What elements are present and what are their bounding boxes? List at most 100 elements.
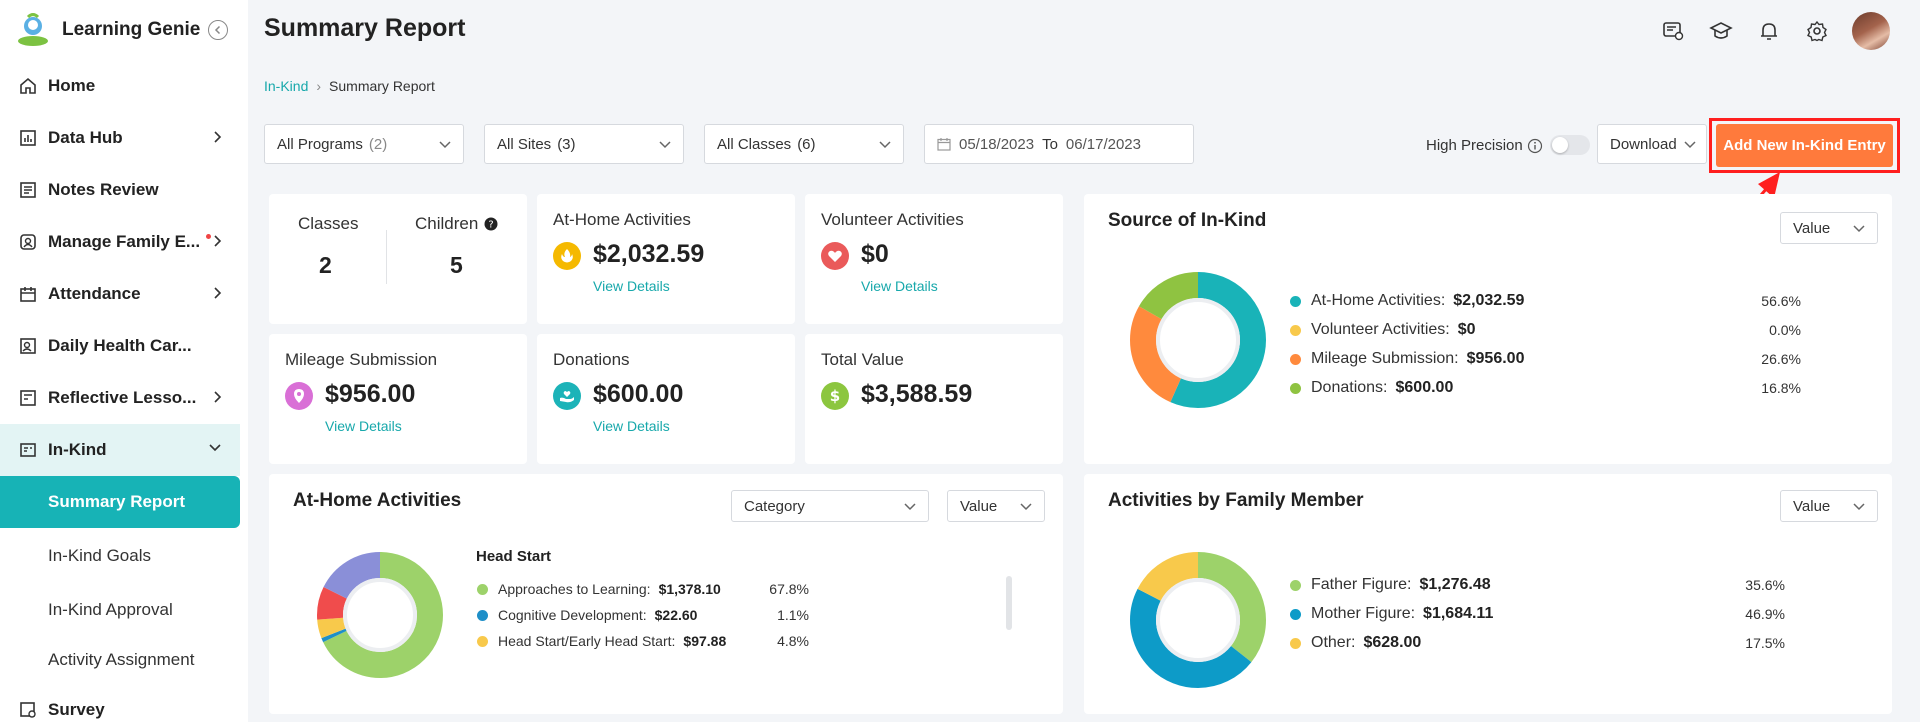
health-icon — [18, 336, 38, 356]
chevron-right-icon — [214, 235, 222, 247]
sidebar-subitem-in-kind-goals[interactable]: In-Kind Goals — [0, 530, 240, 582]
legend-percent: 67.8% — [769, 581, 809, 597]
sidebar: Learning Genie Home Data Hub Notes R — [0, 0, 248, 722]
legend-item[interactable]: Head Start/Early Head Start: $97.88 — [477, 630, 726, 652]
user-avatar[interactable] — [1852, 12, 1890, 50]
breadcrumb-separator: › — [316, 78, 322, 94]
source-value-select[interactable]: Value — [1780, 212, 1878, 244]
download-dropdown[interactable]: Download — [1597, 124, 1707, 164]
athome-donut-chart — [317, 552, 443, 678]
sidebar-item-label: Daily Health Car... — [48, 336, 192, 355]
programs-select-label: All Programs — [277, 135, 363, 153]
chevron-right-icon — [214, 287, 222, 299]
svg-text:$: $ — [830, 387, 840, 405]
donations-stat-card: Donations $600.00 View Details — [537, 334, 795, 464]
donations-view-details-link[interactable]: View Details — [593, 418, 670, 434]
legend-percent: 26.6% — [1761, 351, 1801, 367]
children-value: 5 — [450, 252, 463, 278]
legend-item[interactable]: Mileage Submission: $956.00 — [1290, 348, 1524, 370]
sidebar-item-data-hub[interactable]: Data Hub — [0, 112, 240, 164]
info-icon[interactable] — [1527, 138, 1543, 154]
high-precision-toggle[interactable] — [1550, 135, 1590, 155]
date-range-picker[interactable]: 05/18/2023 To 06/17/2023 — [924, 124, 1194, 164]
at-home-view-details-link[interactable]: View Details — [593, 278, 670, 294]
family-panel-title: Activities by Family Member — [1108, 490, 1364, 511]
donut-segment[interactable] — [1130, 272, 1266, 408]
sites-select-label: All Sites — [497, 135, 552, 153]
sidebar-item-label: Attendance — [48, 284, 141, 303]
top-icons — [1660, 12, 1890, 50]
messages-icon[interactable] — [1660, 18, 1686, 44]
sidebar-item-attendance[interactable]: Attendance — [0, 268, 240, 320]
legend-value: $956.00 — [1466, 350, 1525, 367]
legend-label: Head Start/Early Head Start: — [498, 633, 676, 649]
help-icon[interactable]: ? — [484, 217, 498, 231]
sidebar-item-survey[interactable]: Survey — [0, 684, 240, 722]
athome-value-select-label: Value — [960, 497, 998, 515]
classes-select[interactable]: All Classes (6) — [704, 124, 904, 164]
sidebar-subitem-label: Activity Assignment — [48, 650, 195, 669]
legend-label: Cognitive Development: — [498, 607, 647, 623]
donut-segment[interactable] — [1130, 552, 1266, 688]
legend-item[interactable]: Donations: $600.00 — [1290, 377, 1453, 399]
legend-item[interactable]: Mother Figure: $1,684.11 — [1290, 603, 1493, 625]
add-in-kind-entry-button[interactable]: Add New In-Kind Entry — [1716, 124, 1893, 167]
notification-dot — [206, 233, 212, 239]
legend-dot — [1290, 295, 1301, 307]
legend-item[interactable]: Other: $628.00 — [1290, 632, 1421, 654]
athome-category-select[interactable]: Category — [731, 490, 929, 522]
donut-segment[interactable] — [1130, 272, 1266, 408]
chevron-right-icon — [214, 131, 222, 143]
legend-item[interactable]: Cognitive Development: $22.60 — [477, 604, 697, 626]
legend-dot — [1290, 579, 1301, 591]
athome-group-title: Head Start — [476, 548, 552, 565]
source-value-select-label: Value — [1793, 219, 1831, 237]
donut-segment[interactable] — [1130, 552, 1266, 688]
sidebar-subitem-summary-report[interactable]: Summary Report — [0, 476, 240, 528]
legend-dot — [1290, 353, 1301, 365]
chevron-down-icon — [659, 141, 671, 149]
gear-icon[interactable] — [1804, 18, 1830, 44]
mileage-view-details-link[interactable]: View Details — [325, 418, 402, 434]
sidebar-item-daily-health[interactable]: Daily Health Car... — [0, 320, 240, 372]
legend-item[interactable]: Volunteer Activities: $0 — [1290, 319, 1476, 341]
legend-label: Mother Figure: — [1311, 605, 1416, 622]
graduation-cap-icon[interactable] — [1708, 18, 1734, 44]
sidebar-subitem-in-kind-approval[interactable]: In-Kind Approval — [0, 584, 240, 636]
date-to: 06/17/2023 — [1065, 135, 1141, 153]
legend-scrollbar[interactable] — [1006, 576, 1012, 630]
volunteer-view-details-link[interactable]: View Details — [861, 278, 938, 294]
classes-value: 2 — [319, 252, 332, 278]
sidebar-item-label: Data Hub — [48, 128, 123, 147]
legend-item[interactable]: Father Figure: $1,276.48 — [1290, 574, 1491, 596]
sidebar-subitem-activity-assignment[interactable]: Activity Assignment — [0, 634, 240, 686]
legend-value: $22.60 — [654, 607, 698, 623]
sidebar-item-in-kind[interactable]: In-Kind — [0, 424, 240, 476]
brand[interactable]: Learning Genie — [16, 12, 200, 48]
programs-select-count: (2) — [368, 135, 388, 153]
legend-value: $2,032.59 — [1453, 292, 1525, 309]
classes-select-label: All Classes — [717, 135, 792, 153]
legend-item[interactable]: At-Home Activities: $2,032.59 — [1290, 290, 1524, 312]
sidebar-item-home[interactable]: Home — [0, 60, 240, 112]
chart-icon — [18, 128, 38, 148]
donut-segment[interactable] — [317, 552, 443, 678]
collapse-sidebar-icon[interactable] — [208, 20, 228, 40]
sidebar-item-notes-review[interactable]: Notes Review — [0, 164, 240, 216]
athome-value-select[interactable]: Value — [947, 490, 1045, 522]
legend-label: Approaches to Learning: — [498, 581, 651, 597]
legend-item[interactable]: Approaches to Learning: $1,378.10 — [477, 578, 721, 600]
legend-value: $1,378.10 — [658, 581, 721, 597]
sidebar-item-label: Reflective Lesso... — [48, 388, 197, 407]
donut-segment[interactable] — [317, 552, 443, 678]
breadcrumb-link-in-kind[interactable]: In-Kind — [264, 78, 309, 94]
classes-select-count: (6) — [797, 135, 816, 153]
svg-text:?: ? — [489, 220, 494, 231]
bell-icon[interactable] — [1756, 18, 1782, 44]
programs-select[interactable]: All Programs (2) — [264, 124, 464, 164]
sidebar-item-manage-family[interactable]: Manage Family E... — [0, 216, 240, 268]
family-value-select[interactable]: Value — [1780, 490, 1878, 522]
donut-center — [1156, 298, 1240, 382]
sidebar-item-reflective-lesson[interactable]: Reflective Lesso... — [0, 372, 240, 424]
sites-select[interactable]: All Sites (3) — [484, 124, 684, 164]
